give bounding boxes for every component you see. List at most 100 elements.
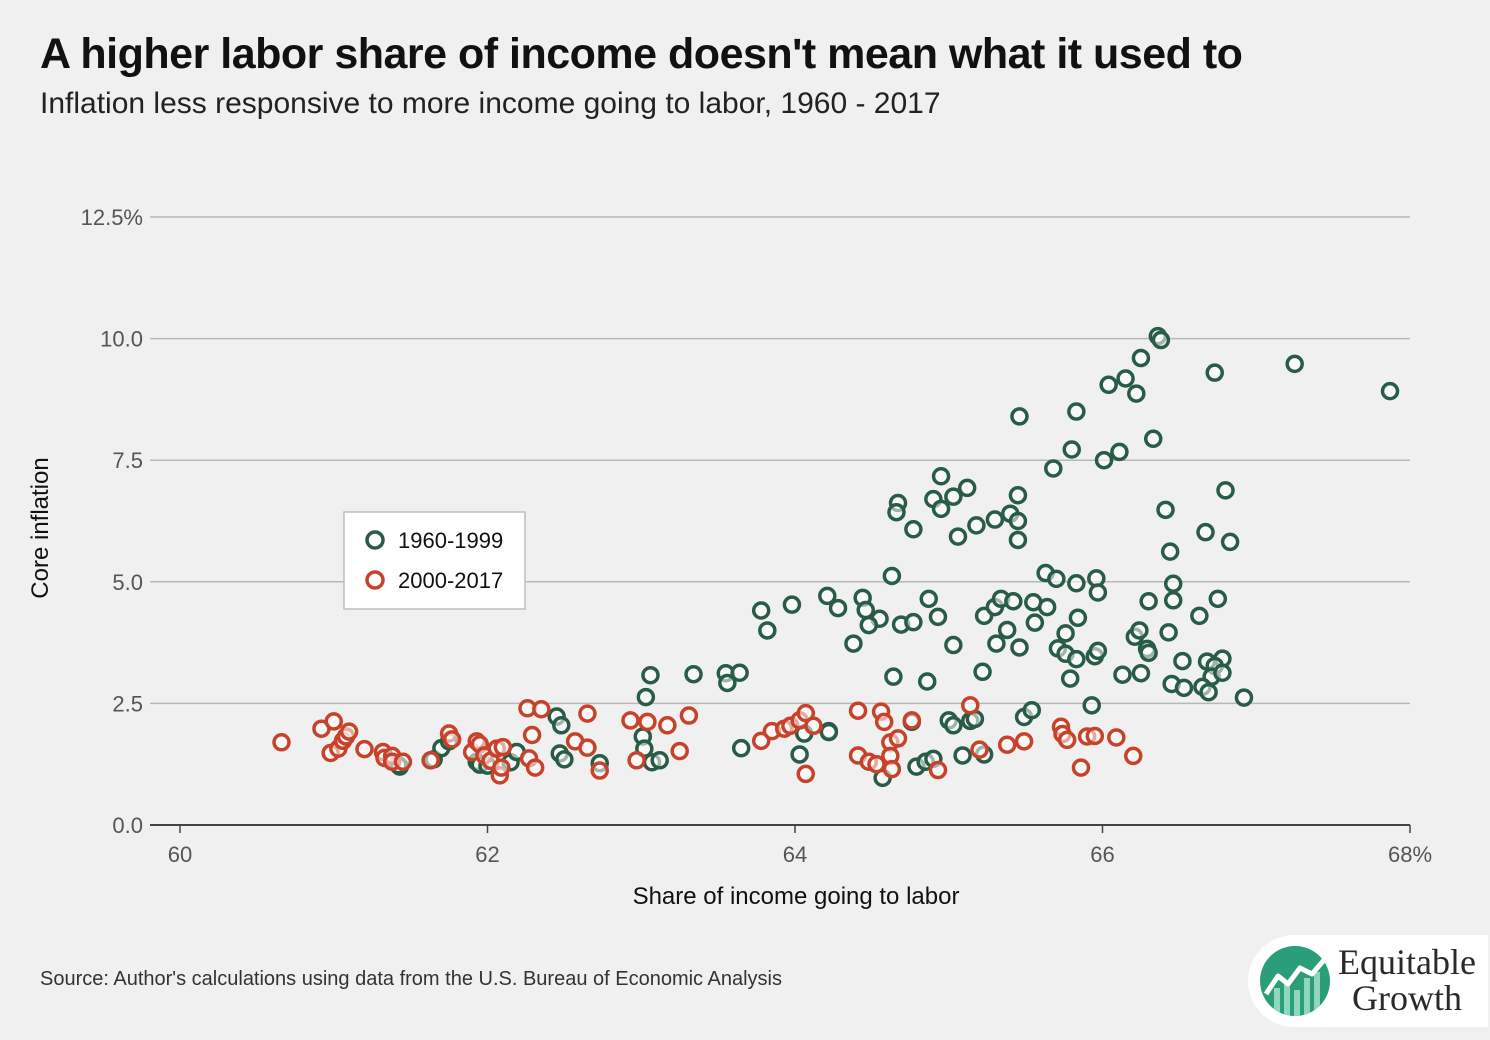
data-point [355,739,374,759]
data-point [1094,450,1114,470]
legend-label-1960-1999: 1960-1999 [398,528,503,553]
data-point [621,711,640,730]
data-point [1380,381,1400,401]
data-point [1174,678,1194,698]
data-point [1116,369,1135,388]
data-point [1099,375,1118,395]
data-point [1044,459,1063,478]
data-point [731,738,751,758]
data-point [818,586,837,606]
data-point [324,712,343,731]
data-point [730,663,749,683]
data-point [492,758,511,777]
y-tick-label: 2.5 [112,691,143,716]
data-point [555,750,574,769]
data-point [552,716,571,735]
data-point [917,672,937,691]
equitable-growth-logo: Equitable Growth [1248,935,1488,1027]
data-point [819,722,839,742]
data-point [1196,522,1215,542]
data-point [987,634,1006,653]
data-point [636,687,656,707]
data-point [1107,728,1126,747]
chart-subtitle: Inflation less responsive to more income… [40,87,941,120]
data-point [948,527,968,546]
data-point [931,467,951,486]
data-point [1056,624,1075,643]
data-point [953,746,972,765]
data-point [641,665,660,685]
data-point [997,620,1017,640]
data-point [856,600,875,620]
data-point [1113,665,1132,684]
data-point [888,729,908,748]
x-tick-label: 68% [1388,842,1432,867]
data-point [1025,613,1045,632]
data-point [1010,638,1029,657]
data-point [961,696,980,715]
data-point [844,634,863,653]
data-point [1285,354,1304,374]
data-point [1071,758,1091,777]
data-point [1139,643,1158,663]
data-point [578,738,597,757]
y-tick-label: 12.5% [81,205,143,230]
data-point [1130,621,1149,640]
data-point [874,712,894,732]
data-point [904,520,923,539]
data-point [751,601,771,620]
data-point [1008,485,1028,505]
data-point [758,621,777,640]
data-point [1037,597,1057,617]
data-point [1131,663,1151,683]
data-point [931,499,951,519]
data-point [1208,589,1228,609]
data-point [1163,591,1183,610]
gridlines [150,216,1411,833]
data-point [650,751,669,770]
data-point [1022,700,1042,720]
data-point [997,735,1017,754]
data-point [1088,583,1108,602]
data-point [1143,429,1163,449]
data-point [796,764,816,784]
data-point [804,716,823,736]
data-point [493,737,513,757]
data-point [1151,330,1171,350]
data-point [272,733,291,752]
y-tick-label: 10.0 [100,327,143,352]
data-point [902,711,922,730]
x-axis-title: Share of income going to labor [633,883,960,910]
data-point [679,706,699,725]
y-axis-title: Core inflation [27,457,54,598]
y-tick-label: 0.0 [112,813,143,838]
x-tick-labels: 60 62 64 66 68% [168,842,1432,867]
chart-title: A higher labor share of income doesn't m… [40,30,1243,78]
x-tick-label: 60 [168,842,192,867]
y-tick-label: 7.5 [112,448,143,473]
data-point [919,589,939,609]
data-point [928,760,948,780]
data-point [884,667,903,686]
data-point [970,740,989,759]
data-point [1110,442,1129,462]
data-point [985,510,1005,529]
x-tick-label: 66 [1090,842,1114,867]
data-point [1067,649,1086,669]
data-point [1160,542,1180,561]
logo-text-line1: Equitable [1338,942,1476,982]
data-point [1088,641,1108,661]
data-point [1205,363,1224,382]
data-point [928,607,948,627]
data-point [522,725,542,745]
x-tick-label: 62 [475,842,499,867]
data-point [1067,574,1086,593]
data-point [782,595,802,614]
data-point [339,722,359,741]
data-point [1062,440,1081,459]
data-point [973,662,992,682]
data-point [944,635,963,655]
data-point [1173,651,1192,671]
data-point [1159,623,1178,642]
